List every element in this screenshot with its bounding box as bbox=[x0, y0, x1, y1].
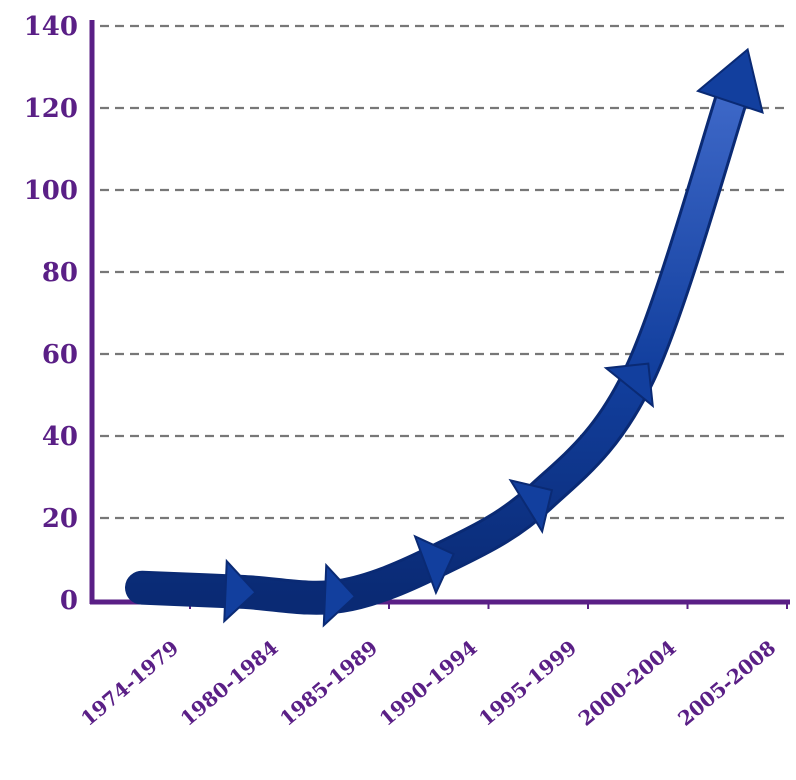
y-tick-label: 120 bbox=[24, 94, 78, 124]
x-tick-label: 1974-1979 bbox=[76, 635, 183, 730]
x-tick-label: 1985-1989 bbox=[275, 635, 382, 730]
x-tick-labels: 1974-19791980-19841985-19891990-19941995… bbox=[76, 635, 780, 730]
series-arrow bbox=[125, 47, 764, 628]
series-point-chevron bbox=[603, 362, 655, 409]
series-point-chevron bbox=[413, 534, 455, 596]
y-tick-label: 80 bbox=[42, 258, 78, 288]
series-point-chevron bbox=[223, 558, 257, 624]
y-tick-label: 140 bbox=[24, 12, 78, 42]
x-tick-label: 1990-1994 bbox=[375, 635, 482, 730]
y-tick-label: 20 bbox=[42, 504, 78, 534]
series-point-chevron bbox=[322, 562, 357, 628]
series-point-chevron bbox=[508, 478, 554, 535]
y-tick-label: 60 bbox=[42, 340, 78, 370]
x-tick-label: 1980-1984 bbox=[176, 635, 283, 730]
x-tick-label: 2005-2008 bbox=[673, 635, 780, 730]
series-arrowhead bbox=[695, 47, 764, 114]
y-tick-label: 40 bbox=[42, 422, 78, 452]
y-tick-labels: 0 20 40 60 80 100 120 140 bbox=[24, 12, 78, 616]
x-tick-label: 1995-1999 bbox=[474, 635, 581, 730]
x-tick-label: 2000-2004 bbox=[574, 635, 681, 730]
y-tick-label: 0 bbox=[60, 586, 78, 616]
series-line bbox=[128, 73, 749, 612]
y-tick-label: 100 bbox=[24, 176, 78, 206]
